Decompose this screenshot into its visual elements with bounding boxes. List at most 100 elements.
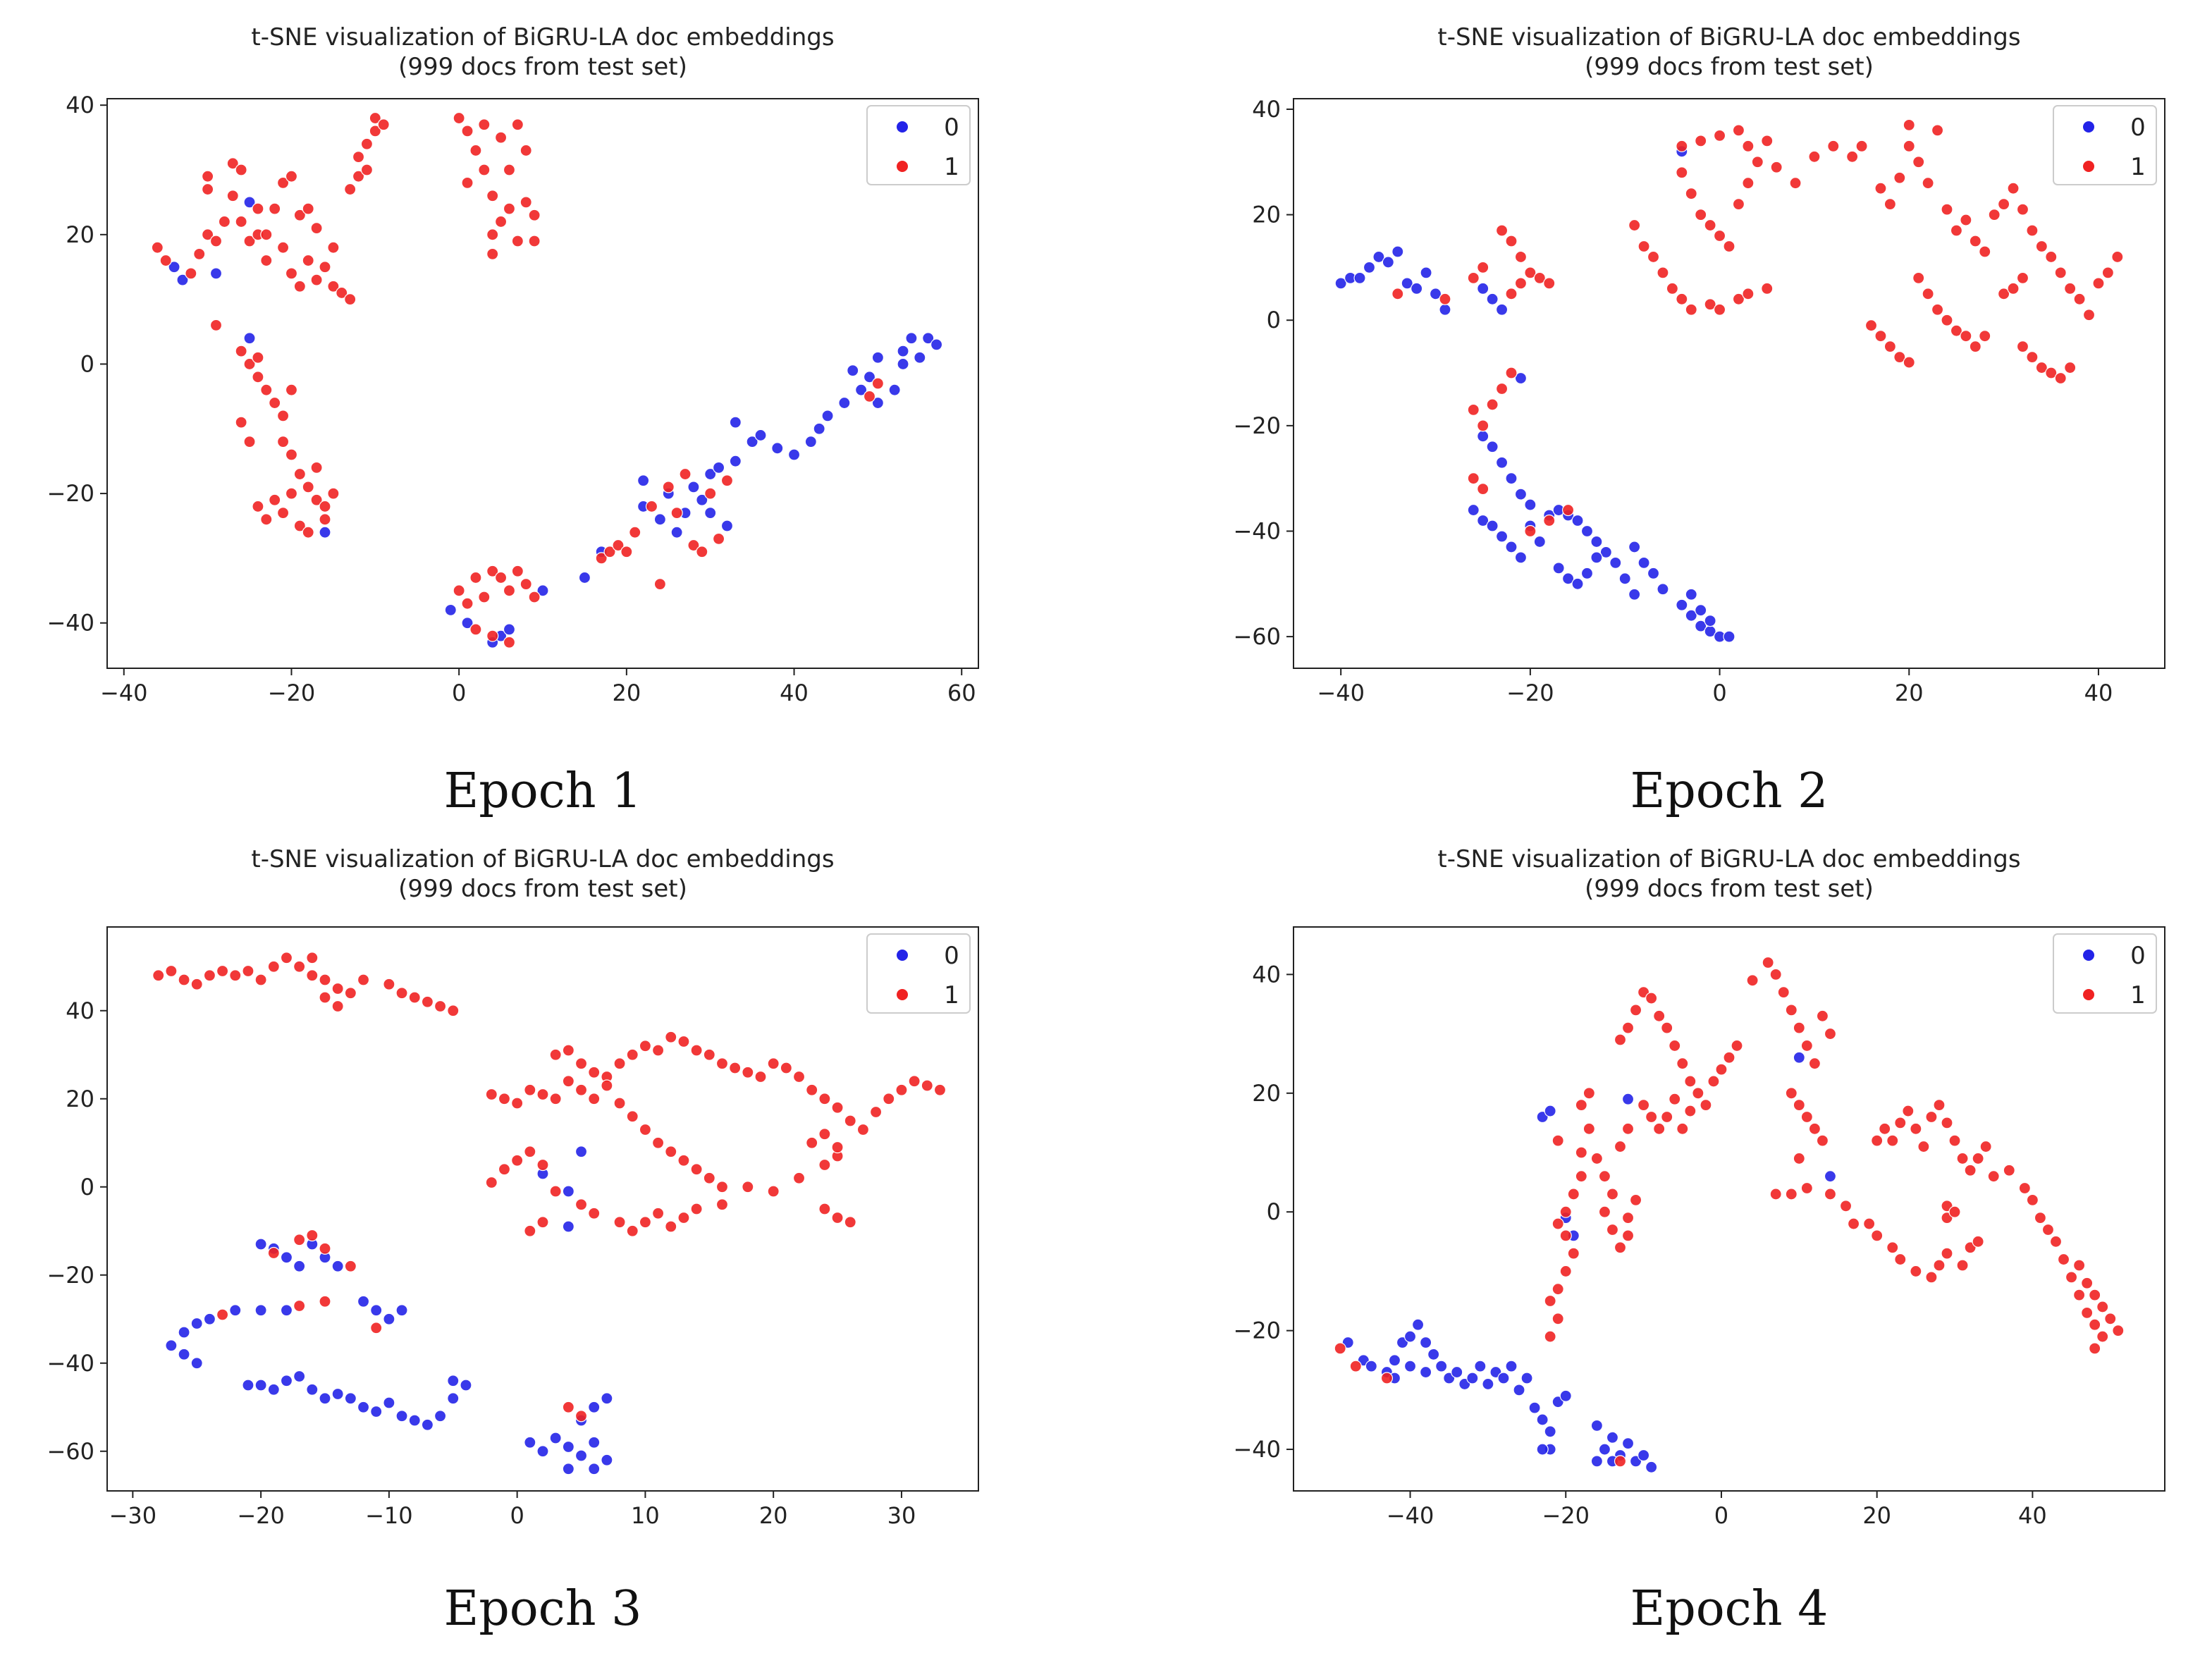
data-point-class-0 (1599, 546, 1612, 559)
data-point-class-1 (562, 1401, 574, 1413)
data-point-class-1 (285, 487, 298, 500)
scatter-panel-4: t-SNE visualization of BiGRU-LA doc embe… (1233, 845, 2165, 1637)
data-point-class-1 (269, 202, 281, 215)
data-point-class-1 (651, 1136, 665, 1149)
data-point-class-1 (1979, 245, 1991, 258)
data-point-class-1 (235, 345, 247, 357)
data-point-class-1 (193, 247, 206, 260)
scatter-panel-1: t-SNE visualization of BiGRU-LA doc embe… (47, 23, 979, 819)
data-point-class-0 (653, 513, 666, 526)
data-point-class-1 (421, 995, 434, 1008)
data-point-class-0 (696, 493, 708, 506)
data-point-class-0 (1482, 1377, 1494, 1391)
data-point-class-1 (603, 546, 616, 558)
chart-subtitle: (999 docs from test set) (398, 53, 687, 81)
data-point-class-0 (712, 461, 725, 474)
data-point-class-1 (1606, 1188, 1619, 1200)
data-point-class-1 (1742, 288, 1755, 300)
data-point-class-0 (1645, 1461, 1658, 1473)
data-point-class-0 (897, 345, 909, 357)
data-point-class-0 (1466, 1372, 1479, 1384)
data-point-class-1 (2081, 1277, 2094, 1289)
data-point-class-0 (914, 351, 926, 364)
data-point-class-1 (549, 1185, 562, 1198)
data-point-class-1 (1950, 224, 1963, 237)
data-point-class-1 (1590, 1152, 1603, 1165)
data-point-class-1 (1884, 198, 1896, 211)
epoch-caption: Epoch 2 (1630, 763, 1829, 819)
data-point-class-0 (574, 1449, 588, 1462)
data-point-class-1 (260, 513, 273, 526)
data-point-class-1 (528, 235, 541, 247)
data-point-class-1 (665, 1220, 677, 1233)
data-point-class-1 (344, 1260, 357, 1272)
data-point-class-1 (1931, 303, 1944, 316)
data-point-class-1 (670, 507, 683, 520)
data-point-class-1 (216, 964, 229, 978)
data-point-class-1 (1661, 1110, 1673, 1124)
data-point-class-1 (1657, 266, 1669, 279)
data-point-class-1 (1723, 1051, 1735, 1064)
data-point-class-0 (813, 422, 825, 435)
data-point-class-1 (1559, 1229, 1572, 1242)
data-point-class-0 (1536, 1413, 1549, 1426)
data-point-class-1 (1874, 182, 1887, 195)
data-point-class-0 (601, 1392, 613, 1405)
data-point-class-1 (485, 1088, 498, 1101)
data-point-class-1 (1676, 293, 1688, 305)
data-point-class-1 (280, 952, 293, 964)
data-point-class-1 (1950, 324, 1963, 337)
data-point-class-1 (1544, 1330, 1556, 1343)
data-point-class-1 (260, 254, 273, 267)
scatter-panel-3: t-SNE visualization of BiGRU-LA doc embe… (47, 845, 979, 1637)
data-point-class-1 (369, 111, 381, 125)
data-point-class-1 (1559, 1265, 1572, 1278)
data-point-class-1 (1912, 156, 1925, 168)
data-point-class-1 (395, 987, 408, 1000)
data-point-class-1 (2089, 1342, 2101, 1355)
data-point-class-1 (243, 357, 256, 371)
y-tick-label: 20 (66, 221, 94, 248)
x-tick-label: 40 (780, 680, 809, 706)
data-point-class-1 (2073, 1289, 2086, 1301)
data-point-class-0 (293, 1260, 306, 1272)
data-point-class-0 (1824, 1170, 1837, 1183)
data-point-class-1 (639, 1216, 652, 1229)
data-point-class-1 (677, 1211, 690, 1224)
data-point-class-0 (357, 1401, 370, 1413)
legend-label-0: 0 (944, 113, 959, 142)
data-point-class-1 (327, 487, 340, 500)
data-point-class-1 (310, 461, 323, 474)
data-point-class-0 (280, 1375, 293, 1387)
data-point-class-1 (549, 1093, 562, 1105)
data-point-class-0 (306, 1383, 319, 1396)
data-point-class-1 (2016, 203, 2029, 216)
data-point-class-1 (260, 228, 273, 241)
data-point-class-1 (152, 969, 165, 982)
data-point-class-1 (1948, 1205, 1961, 1218)
legend-marker-0 (2083, 121, 2094, 133)
data-point-class-1 (302, 202, 314, 215)
data-point-class-1 (293, 520, 306, 532)
data-point-class-1 (453, 584, 465, 597)
data-point-class-0 (1580, 567, 1594, 579)
data-point-class-0 (344, 1392, 357, 1405)
data-point-class-0 (847, 364, 859, 377)
data-point-class-1 (1661, 1021, 1673, 1034)
x-tick-label: −40 (1317, 680, 1365, 706)
data-point-class-1 (520, 578, 532, 591)
data-point-class-1 (1903, 118, 1915, 132)
data-point-class-1 (2026, 350, 2039, 364)
data-point-class-1 (665, 1031, 677, 1043)
data-point-class-1 (302, 254, 314, 267)
data-point-class-0 (1477, 514, 1489, 527)
data-point-class-1 (327, 241, 340, 254)
data-point-class-1 (1467, 271, 1480, 284)
data-point-class-1 (2065, 1271, 2078, 1284)
data-point-class-0 (1353, 271, 1366, 284)
data-point-class-1 (2082, 309, 2096, 321)
data-point-class-1 (331, 982, 344, 995)
data-point-class-1 (1723, 240, 1735, 253)
data-point-class-1 (653, 578, 666, 591)
